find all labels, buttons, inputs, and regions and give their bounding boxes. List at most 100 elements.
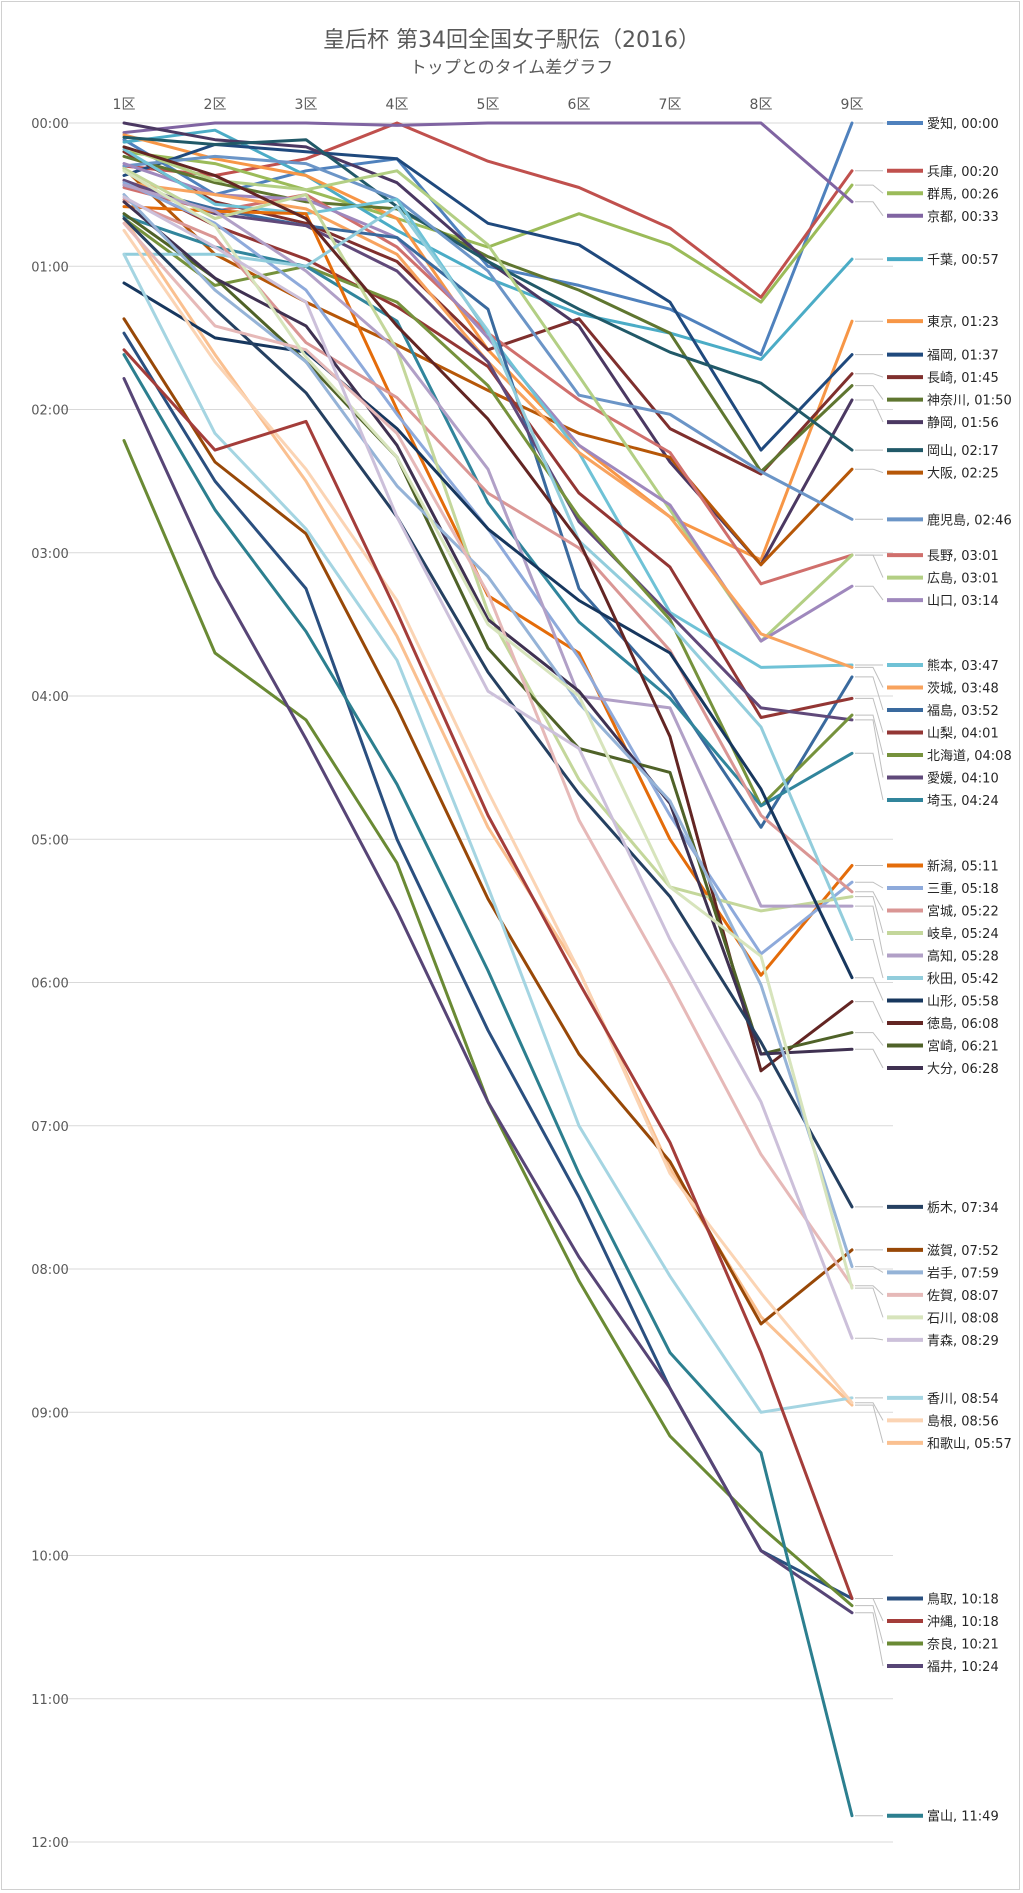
series-line-愛知 — [122, 121, 854, 357]
series-line-山形 — [122, 281, 854, 980]
legend-leader-line — [855, 1605, 884, 1644]
series-line-熊本 — [122, 147, 854, 669]
legend-leader-line — [855, 905, 884, 956]
legend-label: 鳥取, 10:18 — [927, 1592, 999, 1607]
series-line-愛媛 — [122, 178, 854, 722]
legend-label: 佐賀, 08:07 — [927, 1289, 999, 1304]
series-line-栃木 — [122, 217, 854, 1209]
chart-title: 皇后杯 第34回全国女子駅伝（2016） — [323, 28, 700, 53]
x-category-label: 2区 — [204, 97, 227, 113]
legend-label: 高知, 05:28 — [927, 949, 999, 965]
legend-leader-line — [855, 399, 884, 423]
series-line-千葉 — [122, 128, 854, 361]
series-line-鹿児島 — [122, 154, 854, 521]
legend-leader-line — [855, 1287, 884, 1318]
series-line-山梨 — [122, 178, 854, 719]
legend-leader-line — [855, 896, 884, 934]
x-category-label: 1区 — [113, 97, 136, 113]
legend-label: 山梨, 04:01 — [927, 726, 999, 741]
legend-label: 徳島, 06:08 — [927, 1017, 999, 1032]
legend-leader-line — [855, 1612, 884, 1667]
legend-label: 香川, 08:54 — [927, 1392, 999, 1407]
legend-label: 青森, 08:29 — [927, 1334, 999, 1349]
legend-label: 鹿児島, 02:46 — [927, 512, 1012, 528]
legend-label: 岩手, 07:59 — [927, 1266, 999, 1281]
y-tick-label: 02:00 — [31, 404, 68, 419]
x-category-label: 8区 — [750, 97, 773, 113]
series-line-佐賀 — [122, 221, 854, 1288]
legend-label: 三重, 05:18 — [927, 881, 999, 897]
legend-leader-line — [855, 585, 884, 601]
series-line-滋賀 — [122, 317, 854, 1326]
legend-leader-line — [855, 891, 884, 911]
y-tick-label: 00:00 — [31, 117, 68, 132]
legend-label: 栃木, 07:34 — [927, 1201, 999, 1216]
legend-leader-line — [855, 1402, 884, 1421]
legend-label: 熊本, 03:47 — [927, 658, 999, 674]
legend-leader-line — [855, 184, 884, 194]
legend-label: 神奈川, 01:50 — [927, 394, 1012, 409]
series-line-兵庫 — [122, 121, 854, 299]
legend-label: 和歌山, 05:57 — [927, 1437, 1012, 1452]
legend-leader-line — [855, 1598, 884, 1622]
series-line-島根 — [122, 228, 854, 1405]
legend-leader-line — [855, 714, 884, 756]
series-line-大分 — [122, 200, 854, 1056]
legend-leader-line — [855, 1404, 884, 1444]
x-axis-category-labels: 1区 2区 3区 4区 5区 6区 7区 8区 9区 — [113, 97, 864, 113]
legend-label: 宮崎, 06:21 — [927, 1039, 999, 1055]
series-line-広島 — [122, 145, 854, 643]
legend: 愛知, 00:00 兵庫, 00:20 群馬, 00:26 京都, 00:33 千葉, … — [855, 116, 1012, 1825]
legend-label: 奈良, 10:21 — [927, 1636, 999, 1652]
legend-leader-line — [855, 1048, 884, 1069]
legend-label: 大阪, 02:25 — [927, 467, 999, 482]
y-tick-label: 11:00 — [31, 1693, 68, 1708]
y-tick-label: 10:00 — [31, 1550, 68, 1565]
legend-leader-line — [855, 719, 884, 778]
y-axis-tick-labels: 00:00 01:00 02:00 03:00 04:00 05:00 06:00 07:00… — [31, 117, 68, 1851]
legend-label: 静岡, 01:56 — [927, 416, 999, 431]
legend-leader-line — [855, 977, 884, 1001]
legend-label: 新潟, 05:11 — [927, 859, 999, 875]
legend-label: 千葉, 00:57 — [927, 253, 999, 268]
series-line-福井 — [122, 377, 854, 1615]
legend-leader-line — [855, 1266, 884, 1273]
legend-leader-line — [855, 676, 884, 711]
y-tick-label: 07:00 — [31, 1120, 68, 1135]
x-category-label: 7区 — [659, 97, 682, 113]
series-line-宮崎 — [122, 212, 854, 1056]
legend-leader-line — [855, 1001, 884, 1024]
series-line-鳥取 — [122, 331, 854, 1600]
legend-leader-line — [855, 939, 884, 979]
series-line-福島 — [122, 183, 854, 829]
legend-label: 山形, 05:58 — [927, 995, 999, 1010]
y-tick-label: 08:00 — [31, 1263, 68, 1278]
series-line-沖縄 — [122, 348, 854, 1600]
legend-leader-line — [855, 881, 884, 889]
legend-label: 福島, 03:52 — [927, 704, 999, 719]
legend-leader-line — [855, 554, 884, 578]
series-line-岩手 — [122, 193, 854, 1269]
legend-label: 島根, 08:56 — [927, 1414, 999, 1429]
series-line-青森 — [122, 195, 854, 1340]
series-line-福岡 — [122, 143, 854, 452]
legend-label: 岐阜, 05:24 — [927, 926, 999, 942]
x-category-label: 5区 — [477, 97, 500, 113]
legend-leader-line — [855, 201, 884, 217]
series-line-香川 — [122, 252, 854, 1414]
legend-label: 愛知, 00:00 — [927, 116, 999, 132]
legend-leader-line — [855, 697, 884, 733]
legend-label: 秋田, 05:42 — [927, 972, 999, 987]
legend-label: 富山, 11:49 — [927, 1809, 999, 1825]
legend-label: 北海道, 04:08 — [927, 749, 1012, 764]
x-category-label: 6区 — [568, 97, 591, 113]
legend-leader-line — [855, 752, 884, 801]
legend-label: 宮城, 05:22 — [927, 904, 999, 920]
chart-subtitle: トップとのタイム差グラフ — [409, 58, 614, 78]
legend-label: 長野, 03:01 — [927, 549, 999, 564]
legend-label: 京都, 00:33 — [927, 210, 999, 225]
x-category-label: 4区 — [386, 97, 409, 113]
legend-label: 滋賀, 07:52 — [927, 1244, 999, 1259]
legend-label: 長崎, 01:45 — [927, 371, 999, 386]
